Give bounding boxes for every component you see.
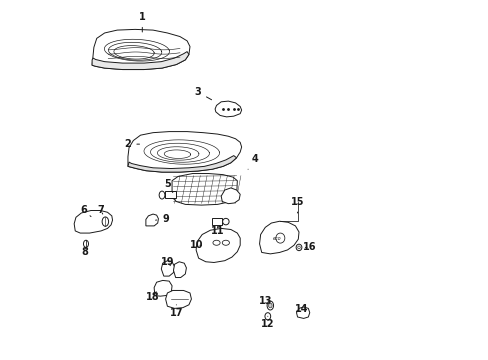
Polygon shape [259,221,298,254]
Polygon shape [215,101,241,117]
Ellipse shape [102,217,108,226]
Ellipse shape [264,313,270,320]
Ellipse shape [296,244,301,251]
Polygon shape [165,291,191,309]
Polygon shape [173,262,186,278]
Text: 13: 13 [258,296,271,306]
Text: 7: 7 [98,206,104,216]
Text: 8: 8 [81,247,88,257]
Text: 5: 5 [163,179,172,193]
Text: 11: 11 [210,226,224,236]
Text: 12: 12 [261,316,274,329]
Text: 15: 15 [290,197,304,213]
Text: 1: 1 [139,12,145,32]
Polygon shape [145,214,158,226]
Ellipse shape [222,219,228,225]
Polygon shape [92,51,188,69]
Bar [164,191,175,198]
Ellipse shape [159,191,164,199]
Ellipse shape [83,240,88,247]
Text: 4: 4 [247,154,258,169]
Polygon shape [172,174,237,205]
Text: 9: 9 [155,214,169,224]
Polygon shape [128,156,236,172]
Polygon shape [296,307,309,319]
Polygon shape [196,228,240,262]
Text: 2: 2 [124,139,139,149]
Polygon shape [221,188,240,204]
Text: 14: 14 [295,304,308,314]
Text: 6: 6 [81,206,91,217]
Text: 19: 19 [161,257,174,267]
Polygon shape [128,132,241,172]
Bar [211,219,221,225]
Polygon shape [154,280,172,296]
Polygon shape [92,30,190,69]
Ellipse shape [268,303,271,308]
Text: eco: eco [272,235,281,240]
Text: 17: 17 [169,305,183,318]
Text: 18: 18 [146,292,160,302]
Text: 10: 10 [190,240,203,250]
Ellipse shape [266,301,273,310]
Polygon shape [74,211,112,233]
Text: 16: 16 [303,242,316,252]
Polygon shape [161,261,174,276]
Text: 3: 3 [194,87,211,100]
